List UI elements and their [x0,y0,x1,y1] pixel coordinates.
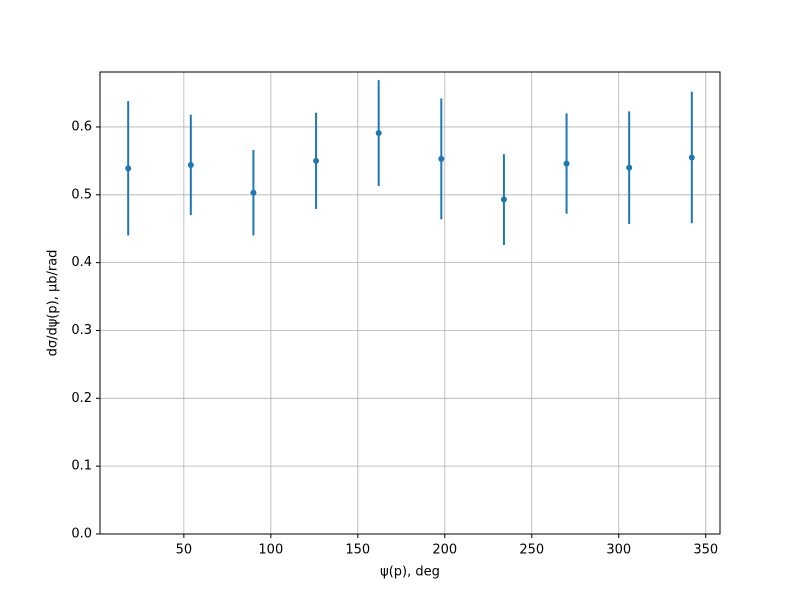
data-point [313,157,320,164]
data-point [187,161,194,168]
data-point [125,165,132,172]
y-tick-label: 0.5 [71,187,92,202]
plot-frame [99,71,721,535]
y-tick-label: 0.2 [71,391,92,406]
x-tick-label: 50 [176,543,193,558]
y-tick-label: 0.3 [71,323,92,338]
data-point [250,189,257,196]
x-axis-label: ψ(p), deg [380,565,440,580]
x-tick-label: 200 [432,543,457,558]
data-point [563,160,570,167]
y-axis-label: dσ/dψ(p), μb/rad [46,250,61,357]
x-tick-label: 350 [693,543,718,558]
y-tick-label: 0.6 [71,119,92,134]
data-point [375,130,382,137]
data-point [438,155,445,162]
y-tick-label: 0.0 [71,527,92,542]
x-tick-label: 100 [258,543,283,558]
x-tick-label: 150 [345,543,370,558]
data-point [626,164,633,171]
data-point [688,154,695,161]
x-tick-label: 250 [519,543,544,558]
data-point [500,196,507,203]
x-tick-label: 300 [606,543,631,558]
y-tick-label: 0.1 [71,459,92,474]
y-tick-label: 0.4 [71,255,92,270]
